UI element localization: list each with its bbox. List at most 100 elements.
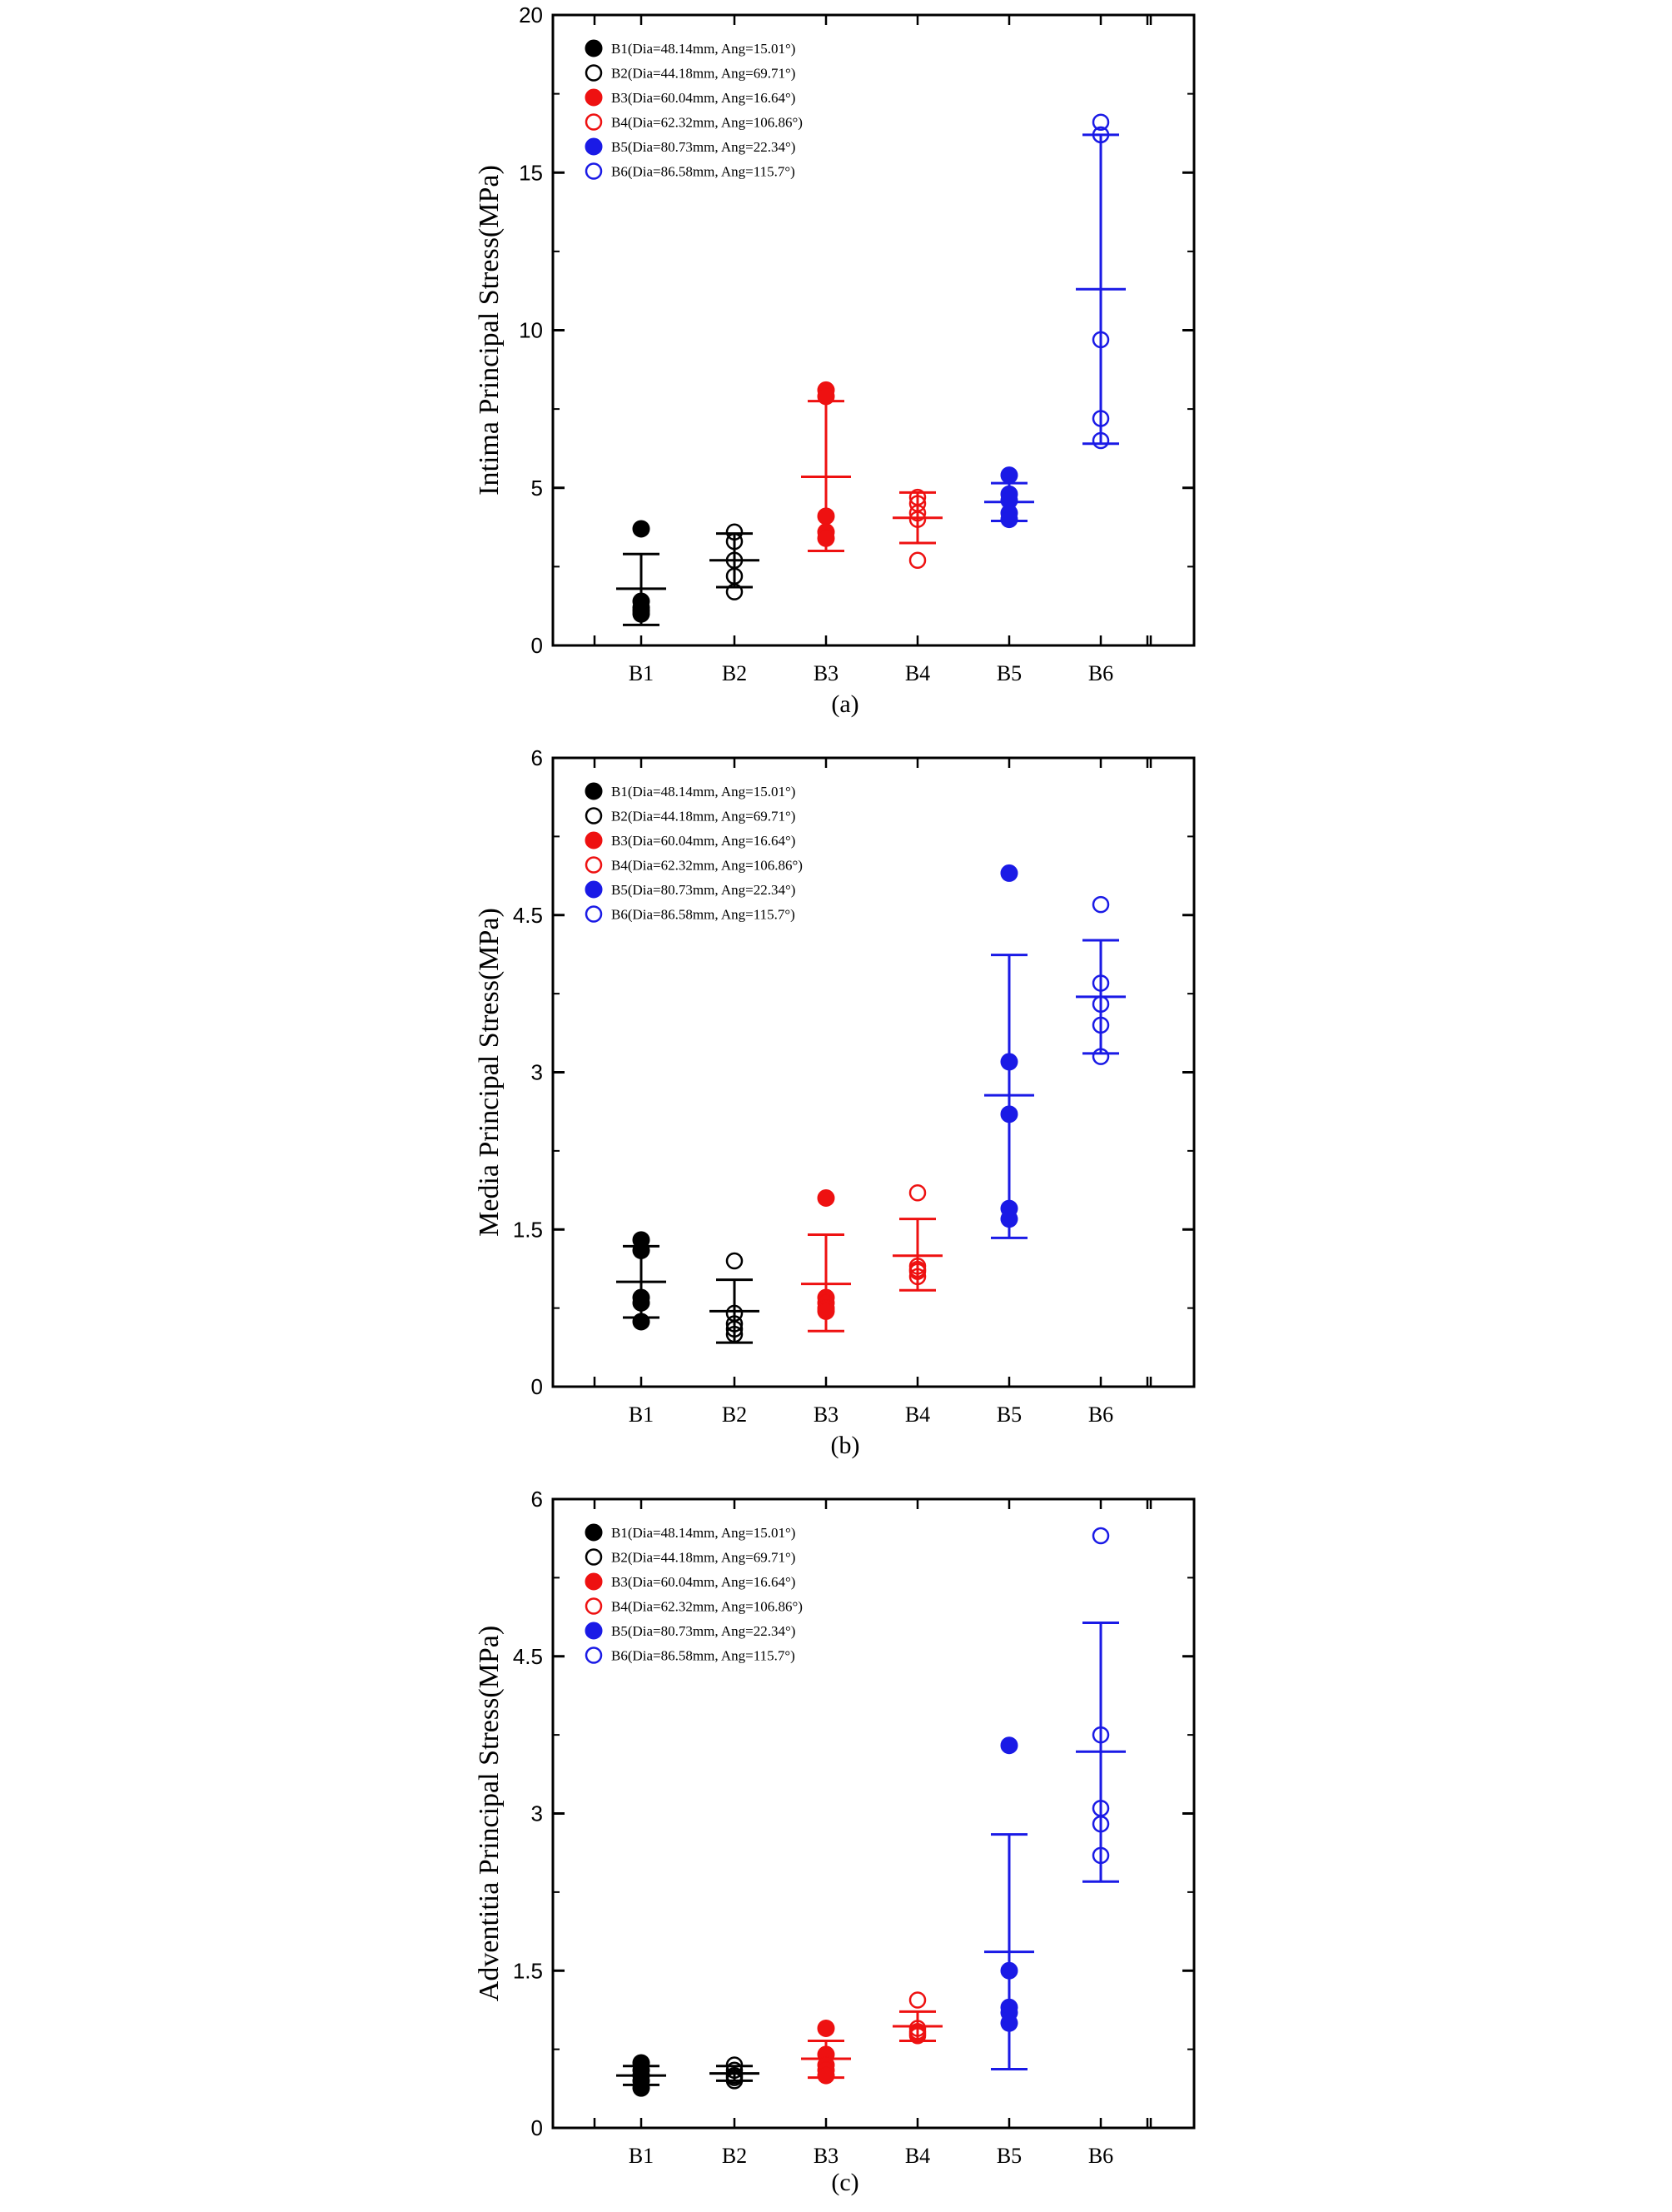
legend-label-2: B2(Dia=44.18mm, Ang=69.71°): [611, 809, 795, 825]
series-B1: [616, 2054, 666, 2097]
data-point-B2: [725, 1252, 744, 1270]
data-point-B2: [725, 583, 744, 600]
series-B2: [709, 1252, 759, 1344]
series-B6: [1076, 895, 1126, 1065]
data-point-B5: [1000, 1053, 1018, 1071]
series-B5: [984, 466, 1034, 529]
data-point-B4: [908, 551, 927, 570]
data-point-B4: [908, 504, 927, 522]
legend-label-2: B2(Dia=44.18mm, Ang=69.71°): [611, 1550, 795, 1566]
data-point-B6: [1092, 974, 1110, 992]
series-B3: [801, 1189, 851, 1333]
y-tick-label: 15: [519, 160, 543, 185]
legend-marker-6: [585, 1647, 603, 1664]
x-tick-label-B1: B1: [629, 1402, 654, 1427]
data-point-B3: [817, 2019, 835, 2037]
legend-marker-1: [585, 782, 603, 800]
legend-label-1: B1(Dia=48.14mm, Ang=15.01°): [611, 41, 795, 57]
chart-panel-1: 0 5 10 15 20 B1 B2 B3 B4 B5 B6 Intima Principal Str…: [474, 2, 1196, 718]
x-tick-label-B2: B2: [722, 1402, 747, 1427]
data-point-B6: [1092, 331, 1110, 349]
series-B4: [893, 488, 943, 570]
legend-marker-5: [585, 880, 603, 899]
y-tick-label: 0: [531, 1374, 543, 1399]
series-B3: [801, 2019, 851, 2085]
legend-marker-4: [585, 113, 603, 131]
data-point-B4: [908, 2027, 927, 2045]
data-point-B1: [632, 1241, 650, 1259]
x-tick-label-B6: B6: [1088, 661, 1113, 685]
series-B5: [984, 864, 1034, 1239]
legend-label-3: B3(Dia=60.04mm, Ang=16.64°): [611, 833, 795, 849]
y-tick-label: 0: [531, 2115, 543, 2140]
legend-label-3: B3(Dia=60.04mm, Ang=16.64°): [611, 1574, 795, 1590]
data-point-B2: [725, 1315, 744, 1333]
data-point-B6: [1092, 1527, 1110, 1545]
legend-label-5: B5(Dia=80.73mm, Ang=22.34°): [611, 882, 795, 898]
legend-label-4: B4(Dia=62.32mm, Ang=106.86°): [611, 115, 803, 131]
data-point-B6: [1092, 1016, 1110, 1034]
x-tick-label-B2: B2: [722, 661, 747, 685]
data-point-B4: [908, 1991, 927, 2009]
data-point-B6: [1092, 995, 1110, 1013]
data-point-B1: [632, 1293, 650, 1312]
legend: B1(Dia=48.14mm, Ang=15.01°) B2(Dia=44.18m…: [585, 782, 803, 923]
panel-caption: (c): [831, 2169, 858, 2196]
chart-panel-3: 0 1.5 3 4.5 6 B1 B2 B3 B4 B5 B6 Adventitia Principa…: [474, 1487, 1196, 2196]
data-point-B6: [1092, 1048, 1110, 1065]
legend-label-4: B4(Dia=62.32mm, Ang=106.86°): [611, 858, 803, 874]
y-tick-label: 6: [531, 1487, 543, 1512]
x-tick-label-B6: B6: [1088, 1402, 1113, 1427]
series-B1: [616, 1231, 666, 1331]
data-point-B6: [1092, 126, 1110, 144]
x-tick-label-B2: B2: [722, 2144, 747, 2168]
y-tick-label: 10: [519, 318, 543, 343]
x-tick-label-B4: B4: [905, 1402, 930, 1427]
data-point-B1: [632, 605, 650, 623]
data-point-B3: [817, 387, 835, 406]
legend-marker-3: [585, 88, 603, 107]
data-point-B1: [632, 2079, 650, 2097]
data-point-B1: [632, 1313, 650, 1331]
legend-label-4: B4(Dia=62.32mm, Ang=106.86°): [611, 1599, 803, 1615]
data-point-B4: [908, 1183, 927, 1202]
legend-label-2: B2(Dia=44.18mm, Ang=69.71°): [611, 66, 795, 82]
data-point-B5: [1000, 864, 1018, 882]
panel-caption: (b): [831, 1432, 860, 1459]
y-tick-label: 4.5: [513, 1644, 543, 1669]
data-point-B4: [908, 1268, 927, 1286]
legend-marker-5: [585, 1622, 603, 1640]
legend: B1(Dia=48.14mm, Ang=15.01°) B2(Dia=44.18m…: [585, 39, 803, 180]
data-point-B5: [1000, 1210, 1018, 1228]
series-B6: [1076, 113, 1126, 450]
y-axis-label: Adventitia Principal Stress(MPa): [474, 1626, 505, 2001]
series-B2: [709, 2056, 759, 2090]
legend-label-6: B6(Dia=86.58mm, Ang=115.7°): [611, 1648, 795, 1664]
legend-marker-2: [585, 1548, 603, 1566]
y-axis-label: Intima Principal Stress(MPa): [474, 165, 505, 496]
legend-label-5: B5(Dia=80.73mm, Ang=22.34°): [611, 1623, 795, 1639]
legend-marker-2: [585, 807, 603, 825]
legend-label-1: B1(Dia=48.14mm, Ang=15.01°): [611, 1525, 795, 1541]
x-tick-label-B6: B6: [1088, 2144, 1113, 2168]
x-tick-label-B3: B3: [814, 2144, 838, 2168]
data-point-B1: [632, 520, 650, 538]
y-tick-label: 3: [531, 1060, 543, 1085]
y-tick-label: 4.5: [513, 903, 543, 928]
x-tick-label-B1: B1: [629, 2144, 654, 2168]
x-tick-label-B5: B5: [997, 1402, 1022, 1427]
series-B1: [616, 520, 666, 626]
data-point-B4: [908, 1263, 927, 1280]
chart-panel-2: 0 1.5 3 4.5 6 B1 B2 B3 B4 B5 B6 Media Principal Str…: [474, 745, 1196, 1459]
series-B6: [1076, 1527, 1126, 1883]
data-point-B5: [1000, 2014, 1018, 2032]
data-point-B4: [908, 511, 927, 528]
y-tick-label: 3: [531, 1801, 543, 1826]
legend-marker-4: [585, 856, 603, 874]
x-tick-label-B5: B5: [997, 2144, 1022, 2168]
y-tick-label: 20: [519, 2, 543, 27]
x-tick-label-B1: B1: [629, 661, 654, 685]
data-point-B3: [817, 507, 835, 526]
data-point-B6: [1092, 1726, 1110, 1744]
